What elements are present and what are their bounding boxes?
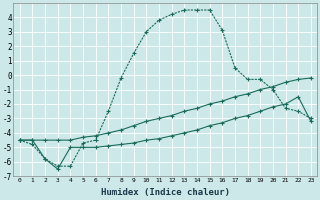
X-axis label: Humidex (Indice chaleur): Humidex (Indice chaleur) (101, 188, 230, 197)
